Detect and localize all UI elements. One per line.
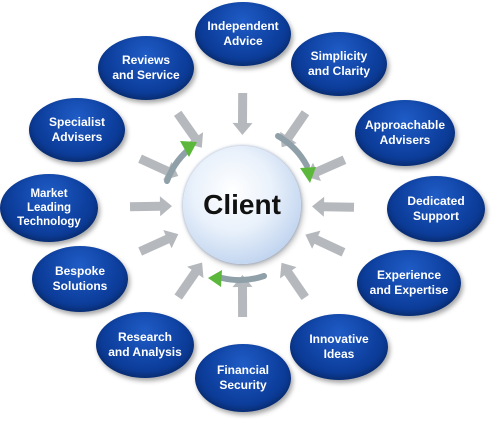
spoke-arrow-9 — [129, 196, 172, 217]
cycle-arrowhead-right — [300, 167, 316, 183]
node-dedicated-support: Dedicated Support — [387, 176, 485, 242]
cycle-arrow-top-left — [164, 148, 190, 184]
node-approachable-advisers: Approachable Advisers — [355, 100, 455, 166]
node-innovative-ideas: Innovative Ideas — [290, 314, 388, 380]
spoke-arrow-8 — [138, 230, 179, 256]
spoke-arrows — [129, 93, 355, 317]
spoke-arrow-0 — [232, 93, 253, 135]
cycle-arrows — [164, 133, 316, 287]
spoke-arrow-2 — [306, 155, 347, 181]
node-research-and-analysis: Research and Analysis — [96, 312, 194, 378]
node-independent-advice: Independent Advice — [195, 2, 291, 66]
spoke-arrow-4 — [305, 230, 346, 257]
cycle-arrowhead-top-left — [180, 141, 197, 157]
spoke-arrow-3 — [312, 196, 355, 217]
spoke-arrow-6 — [232, 275, 253, 317]
client-hub: Client — [183, 146, 301, 264]
node-reviews-and-service: Reviews and Service — [98, 36, 194, 100]
cycle-arrow-bottom — [219, 273, 267, 283]
node-simplicity-and-clarity: Simplicity and Clarity — [291, 32, 387, 96]
spoke-arrow-1 — [280, 110, 310, 148]
node-market-leading-technology: Market Leading Technology — [0, 174, 98, 242]
spoke-arrow-7 — [174, 262, 204, 300]
spoke-arrow-11 — [174, 110, 204, 148]
cycle-arrowhead-bottom — [208, 270, 222, 287]
node-bespoke-solutions: Bespoke Solutions — [32, 246, 128, 312]
cycle-arrow-right — [275, 133, 310, 169]
spoke-arrow-5 — [280, 262, 309, 300]
node-specialist-advisers: Specialist Advisers — [29, 98, 125, 162]
node-experience-and-expertise: Experience and Expertise — [357, 250, 461, 316]
node-financial-security: Financial Security — [195, 344, 291, 412]
client-label: Client — [203, 189, 281, 220]
